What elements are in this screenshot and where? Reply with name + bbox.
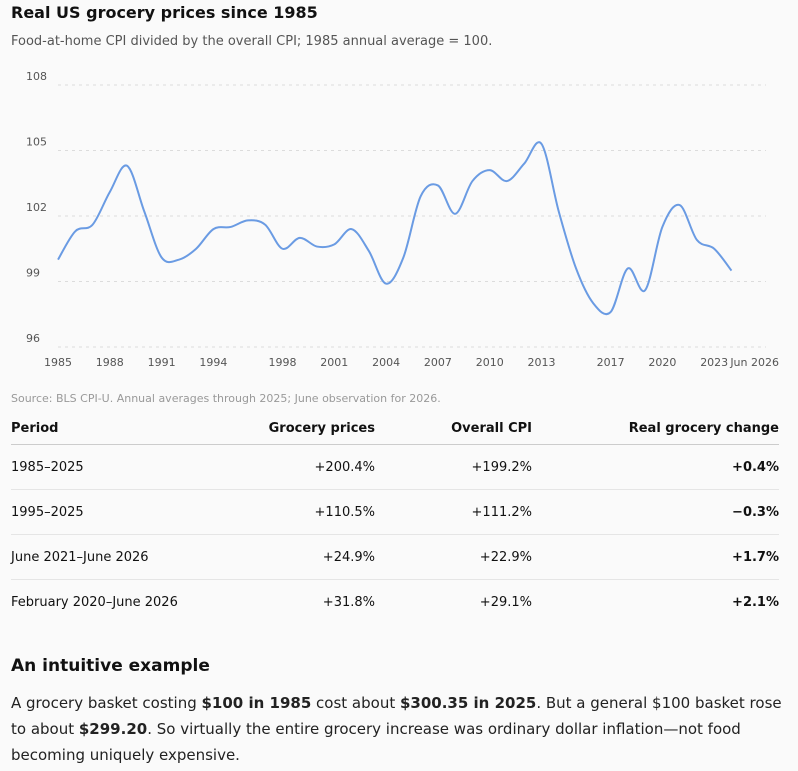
- table-row: 1985–2025 +200.4% +199.2% +0.4%: [11, 444, 779, 490]
- x-tick-label: 2007: [424, 356, 452, 369]
- series-line: [57, 141, 733, 316]
- cell-real: +1.7%: [532, 534, 779, 580]
- cell-period: June 2021–June 2026: [11, 534, 211, 580]
- y-tick-label: 102: [26, 201, 47, 214]
- cell-overall: +22.9%: [375, 534, 532, 580]
- x-tick-label: 1988: [96, 356, 124, 369]
- header-period: Period: [11, 412, 211, 445]
- cell-overall: +111.2%: [375, 489, 532, 535]
- chart-subtitle: Food-at-home CPI divided by the overall …: [11, 34, 493, 49]
- example-bold: $100 in 1985: [201, 694, 312, 712]
- x-tick-label: 1998: [268, 356, 296, 369]
- cell-period: 1985–2025: [11, 444, 211, 490]
- example-text: cost about: [311, 694, 400, 712]
- example-heading: An intuitive example: [11, 656, 210, 676]
- y-tick-label: 108: [26, 70, 47, 83]
- table-header-row: Period Grocery prices Overall CPI Real g…: [11, 412, 779, 445]
- x-tick-label: 2017: [597, 356, 625, 369]
- cell-grocery: +31.8%: [322, 594, 375, 610]
- example-text: A grocery basket costing: [11, 694, 202, 712]
- line-chart: 96 99 102 105 108 1985 1988 1991 1994 1998 2001 200…: [26, 70, 779, 369]
- example-text: . But a general $100 basket rose to abou…: [11, 694, 782, 738]
- cell-grocery: +110.5%: [211, 489, 375, 535]
- cell-real: −0.3%: [532, 489, 779, 535]
- table-row: February 2020–June 2026 +31.8% +29.1% +2…: [11, 580, 779, 625]
- x-tick-label: 2013: [528, 356, 556, 369]
- x-tick-label: 1994: [199, 356, 227, 369]
- y-tick-label: 96: [26, 332, 40, 345]
- example-paragraph: A grocery basket costing $100 in 1985 co…: [11, 690, 786, 768]
- x-tick-label: 1991: [148, 356, 176, 369]
- example-bold: $300.35 in 2025: [399, 694, 537, 712]
- example-bold: $299.20: [78, 720, 148, 738]
- x-tick-label: 2020: [648, 356, 676, 369]
- chart-source: Source: BLS CPI-U. Annual averages throu…: [11, 392, 441, 405]
- header-real: Real grocery change: [532, 412, 779, 445]
- chart-title: Real US grocery prices since 1985: [11, 3, 318, 22]
- header-grocery: Grocery prices: [211, 412, 375, 445]
- table-row: 1995–2025 +110.5% +111.2% −0.3%: [11, 489, 779, 535]
- header-overall: Overall CPI: [375, 412, 532, 445]
- x-tick-label: 2004: [372, 356, 400, 369]
- cell-grocery: +24.9%: [211, 534, 375, 580]
- y-tick-label: 99: [26, 267, 40, 280]
- cell-real: +2.1%: [732, 594, 779, 610]
- comparison-table: Period Grocery prices Overall CPI Real g…: [11, 412, 779, 624]
- cell-period: 1995–2025: [11, 489, 211, 535]
- x-tick-label: 2001: [320, 356, 348, 369]
- table-row: June 2021–June 2026 +24.9% +22.9% +1.7%: [11, 534, 779, 580]
- cell-period: February 2020–June 2026: [11, 594, 178, 610]
- x-tick-label: 1985: [44, 356, 72, 369]
- cell-overall: +199.2%: [375, 444, 532, 490]
- example-text: . So virtually the entire grocery increa…: [11, 720, 741, 764]
- x-tick-label: 2023: [700, 356, 728, 369]
- y-tick-label: 105: [26, 136, 47, 149]
- x-tick-label: 2010: [476, 356, 504, 369]
- cell-overall: +29.1%: [479, 594, 532, 610]
- cell-grocery: +200.4%: [211, 444, 375, 490]
- cell-real: +0.4%: [532, 444, 779, 490]
- x-tick-label: Jun 2026: [729, 356, 779, 369]
